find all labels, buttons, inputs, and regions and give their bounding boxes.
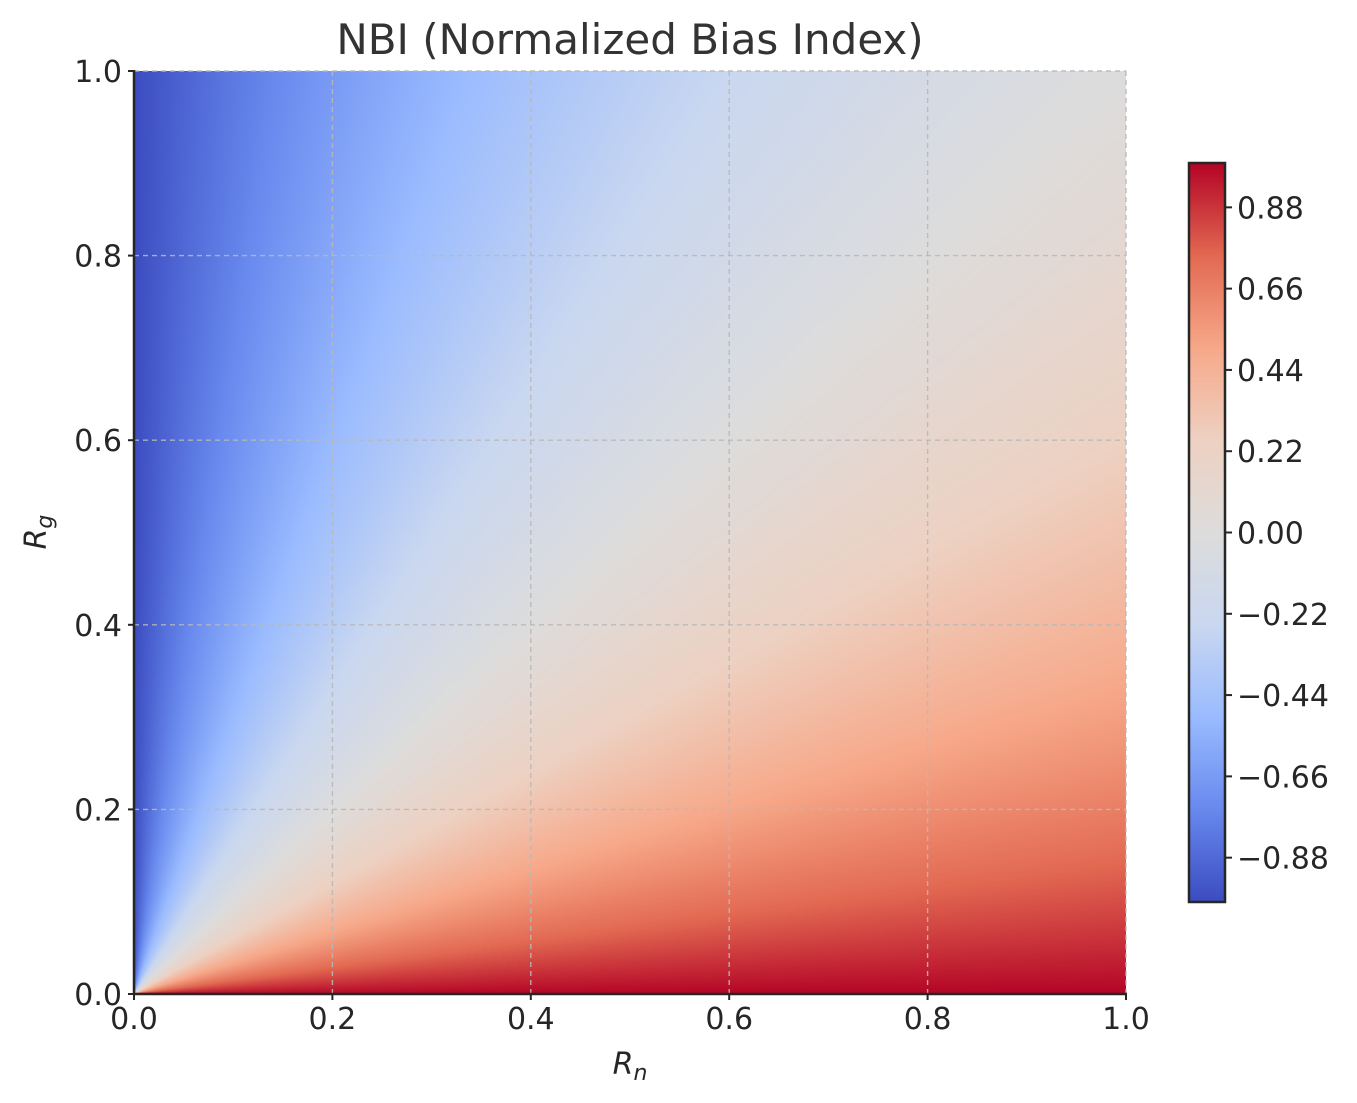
x-axis-ticks: 0.0 0.2 0.4 0.6 0.8 1.0 [110,994,1150,1037]
x-tick-label: 1.0 [1102,1002,1150,1037]
colorbar-tick-label: 0.88 [1237,191,1304,226]
x-axis-label-main: R [613,1047,634,1082]
colorbar-tick-label: 0.00 [1237,517,1304,552]
y-tick-label: 0.2 [74,793,122,828]
colorbar-tick-label: 0.44 [1237,354,1304,389]
y-axis-ticks: 0.0 0.2 0.4 0.6 0.8 1.0 [74,55,134,1013]
y-tick-label: 0.0 [74,978,122,1013]
x-tick-label: 0.2 [309,1002,357,1037]
colorbar-tick-label: −0.44 [1237,679,1329,714]
y-axis-label-main: R [19,529,54,550]
colorbar-tick-label: 0.66 [1237,273,1304,308]
colorbar-tick-label: 0.22 [1237,435,1304,470]
y-axis-label: Rg [19,515,58,550]
colorbar-gradient [1189,163,1225,902]
x-axis-label-subscript: n [633,1061,647,1086]
y-tick-label: 0.8 [74,240,122,275]
heatmap-image [134,71,1126,994]
colorbar-tick-label: −0.88 [1237,842,1329,877]
colorbar-tick-label: −0.22 [1237,598,1329,633]
colorbar-frame [1187,161,1227,904]
colorbar-ticks: 0.88 0.66 0.44 0.22 0.00 −0.22 −0.44 −0.66 −0.88 [1225,191,1329,877]
grid-lines [134,70,1127,994]
x-tick-label: 0.0 [110,1002,158,1037]
x-tick-label: 0.4 [507,1002,555,1037]
colorbar-tick-label: −0.66 [1237,760,1329,795]
x-tick-label: 0.6 [705,1002,753,1037]
y-tick-label: 0.4 [74,609,122,644]
chart-title: NBI (Normalized Bias Index) [336,15,923,64]
y-tick-label: 0.6 [74,424,122,459]
y-tick-label: 1.0 [74,55,122,90]
x-tick-label: 0.8 [904,1002,952,1037]
y-axis-label-subscript: g [33,515,58,529]
x-axis-label: Rn [613,1047,648,1086]
